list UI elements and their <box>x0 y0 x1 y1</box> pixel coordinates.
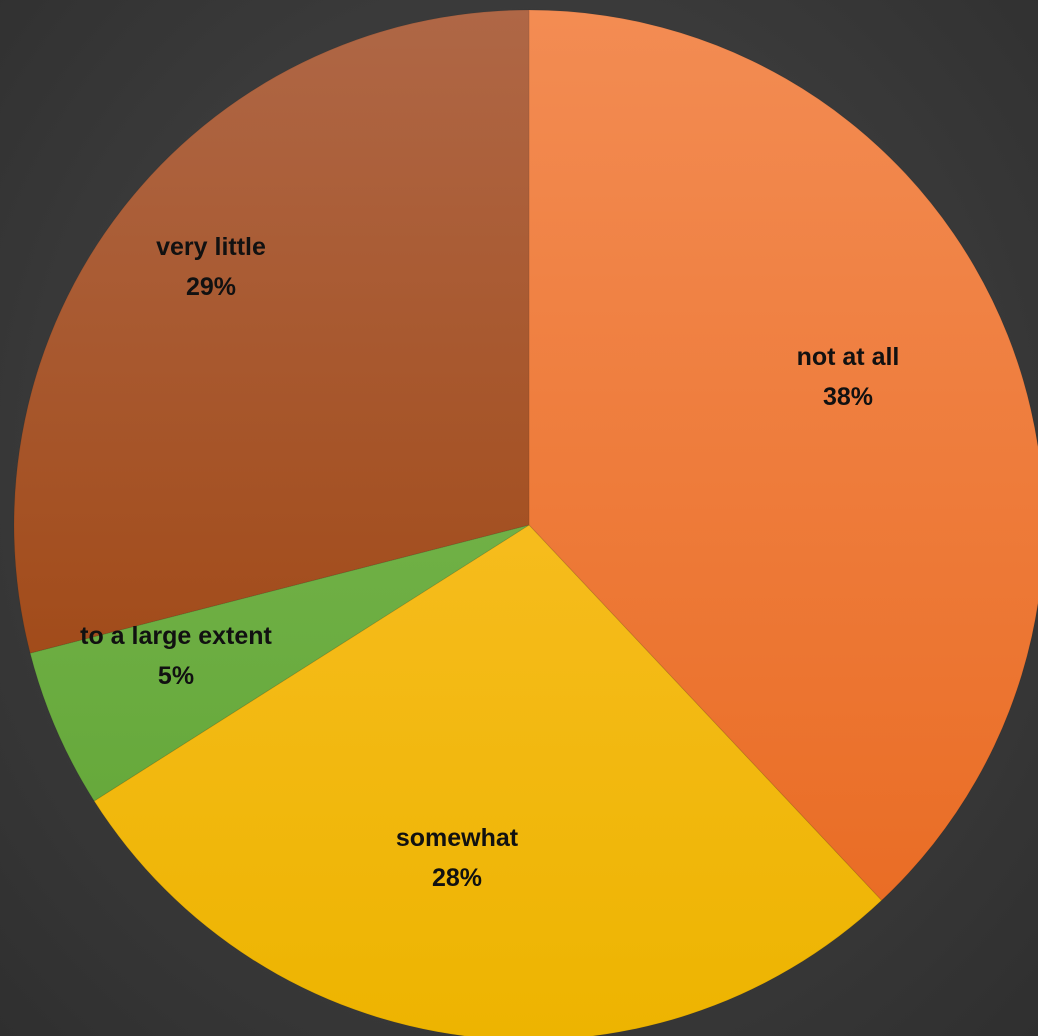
slice-value-label-to-a-large-extent: 5% <box>158 662 194 690</box>
pie-slice-not-at-all <box>528 9 1038 902</box>
pie-slice-very-little <box>13 9 530 654</box>
slice-value-label-very-little: 29% <box>186 273 236 301</box>
labels-layer: not at all 38% somewhat 28% to a large exten… <box>80 233 899 892</box>
slice-value-label-not-at-all: 38% <box>823 383 873 411</box>
slices-layer <box>13 9 1038 1036</box>
slice-label-very-little: very little <box>156 233 266 261</box>
pie-slice-to-a-large-extent <box>29 524 530 802</box>
slice-label-somewhat: somewhat <box>396 824 519 852</box>
slice-label-not-at-all: not at all <box>797 343 900 371</box>
slice-value-label-somewhat: 28% <box>432 864 482 892</box>
slice-label-to-a-large-extent: to a large extent <box>80 622 272 650</box>
